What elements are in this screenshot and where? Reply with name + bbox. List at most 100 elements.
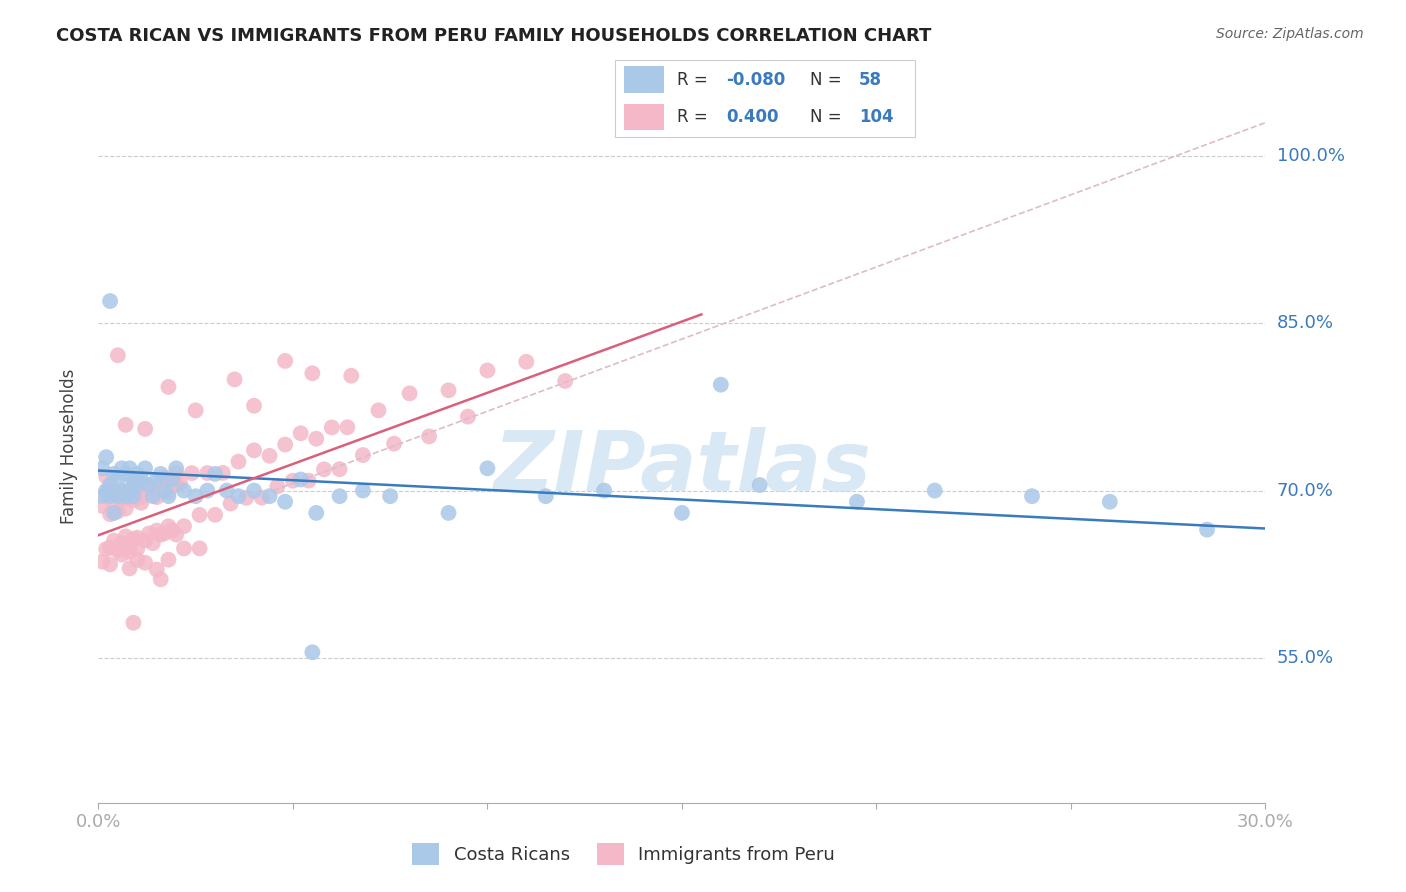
- Point: [91, 499, 114, 513]
- Point: [157, 380, 180, 394]
- Point: [149, 572, 172, 586]
- Point: [157, 519, 180, 533]
- Point: [118, 561, 141, 575]
- Point: [162, 473, 184, 487]
- Point: [165, 461, 187, 475]
- Point: [367, 403, 389, 417]
- Point: [96, 469, 118, 483]
- Point: [134, 422, 156, 436]
- Point: [243, 443, 266, 458]
- Point: [118, 461, 141, 475]
- Point: [437, 384, 460, 398]
- Point: [114, 417, 136, 432]
- Point: [96, 483, 118, 498]
- Point: [554, 374, 576, 388]
- Text: R =: R =: [676, 108, 713, 126]
- Point: [138, 526, 160, 541]
- Point: [748, 478, 770, 492]
- Point: [118, 483, 141, 498]
- Text: 70.0%: 70.0%: [1277, 482, 1333, 500]
- Text: R =: R =: [676, 70, 713, 88]
- Point: [114, 501, 136, 516]
- Point: [173, 519, 195, 533]
- Point: [111, 536, 134, 550]
- Point: [266, 479, 288, 493]
- Point: [259, 449, 281, 463]
- Point: [127, 531, 149, 545]
- Text: 85.0%: 85.0%: [1277, 314, 1333, 333]
- Point: [671, 506, 693, 520]
- Point: [149, 477, 172, 491]
- Y-axis label: Family Households: Family Households: [59, 368, 77, 524]
- Text: 58: 58: [859, 70, 882, 88]
- Point: [98, 507, 121, 521]
- Point: [138, 478, 160, 492]
- Point: [173, 541, 195, 556]
- Point: [127, 478, 149, 492]
- Point: [103, 467, 125, 481]
- Point: [107, 504, 129, 518]
- Point: [321, 420, 343, 434]
- Point: [162, 524, 184, 538]
- Point: [134, 477, 156, 491]
- Point: [165, 527, 187, 541]
- Point: [146, 490, 169, 504]
- Point: [180, 466, 202, 480]
- Point: [142, 536, 165, 550]
- Point: [98, 489, 121, 503]
- Point: [103, 483, 125, 498]
- Point: [274, 495, 297, 509]
- Point: [1098, 495, 1121, 509]
- Point: [118, 544, 141, 558]
- Point: [98, 478, 121, 492]
- Point: [219, 496, 242, 510]
- Point: [146, 473, 169, 487]
- Point: [118, 539, 141, 553]
- Point: [297, 474, 319, 488]
- Point: [329, 462, 352, 476]
- Point: [122, 473, 145, 487]
- Point: [281, 474, 304, 488]
- Text: N =: N =: [810, 108, 846, 126]
- Point: [259, 489, 281, 503]
- Point: [352, 483, 374, 498]
- Text: 0.400: 0.400: [725, 108, 779, 126]
- Point: [91, 555, 114, 569]
- Point: [274, 354, 297, 368]
- Point: [1195, 523, 1218, 537]
- Point: [184, 403, 207, 417]
- Point: [149, 467, 172, 481]
- Point: [162, 473, 184, 487]
- Point: [165, 477, 187, 491]
- Point: [111, 461, 134, 475]
- Point: [593, 483, 616, 498]
- Point: [149, 527, 172, 541]
- Point: [301, 645, 323, 659]
- Point: [146, 524, 169, 538]
- Point: [477, 461, 499, 475]
- Point: [212, 466, 235, 480]
- Point: [204, 508, 226, 522]
- Point: [107, 473, 129, 487]
- Point: [96, 450, 118, 465]
- Point: [98, 294, 121, 309]
- Point: [157, 553, 180, 567]
- Point: [515, 355, 537, 369]
- Point: [103, 506, 125, 520]
- Point: [312, 462, 335, 476]
- Point: [118, 489, 141, 503]
- Point: [215, 483, 238, 498]
- Point: [336, 420, 359, 434]
- Point: [134, 533, 156, 548]
- Point: [98, 541, 121, 555]
- Point: [127, 486, 149, 500]
- Point: [169, 475, 191, 490]
- Point: [352, 448, 374, 462]
- Point: [224, 372, 246, 386]
- Point: [98, 558, 121, 572]
- Point: [157, 486, 180, 500]
- Text: 100.0%: 100.0%: [1277, 147, 1344, 165]
- Point: [290, 426, 312, 441]
- Text: N =: N =: [810, 70, 846, 88]
- Point: [274, 437, 297, 451]
